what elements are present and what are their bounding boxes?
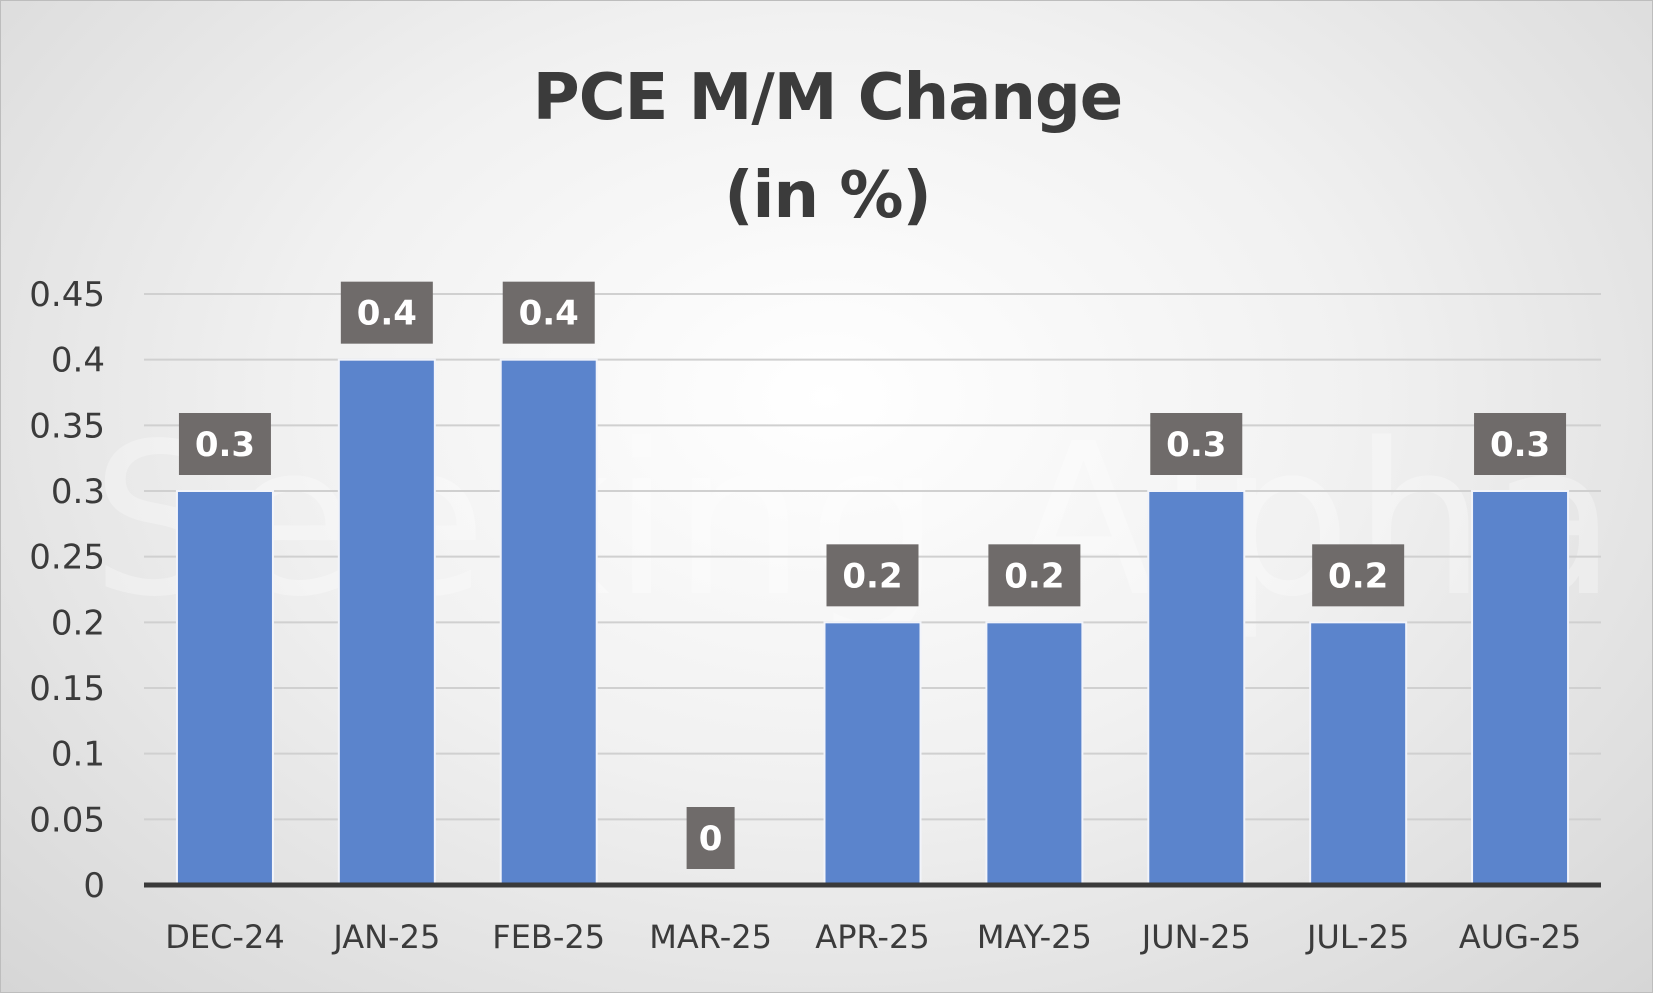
y-tick-label: 0.45 <box>29 275 105 315</box>
y-tick-label: 0.3 <box>51 472 105 512</box>
data-label-box <box>686 807 735 869</box>
x-tick-label: MAY-25 <box>977 918 1092 956</box>
chart-title-line-2: (in %) <box>724 159 931 233</box>
data-label: 0.3 <box>1166 425 1226 465</box>
data-label-box <box>340 281 433 344</box>
y-tick-label: 0.4 <box>51 341 105 381</box>
chart-title-line-1: PCE M/M Change <box>532 61 1123 135</box>
y-tick-label: 0.15 <box>29 669 105 709</box>
y-tick-label: 0.25 <box>29 538 105 578</box>
x-tick-label: JAN-25 <box>331 918 440 956</box>
bar <box>499 358 598 886</box>
data-label-box <box>178 413 271 475</box>
x-tick-label: MAR-25 <box>649 918 772 956</box>
x-tick-label: JUN-25 <box>1140 918 1251 956</box>
x-tick-label: DEC-24 <box>165 918 284 956</box>
data-label-box <box>1474 413 1567 475</box>
bar <box>1309 621 1408 886</box>
data-label: 0.3 <box>195 425 255 465</box>
bar <box>1147 490 1246 886</box>
y-tick-label: 0.35 <box>29 406 105 446</box>
data-label-box <box>1150 413 1243 475</box>
bar <box>337 358 436 886</box>
data-label: 0 <box>699 819 723 859</box>
y-tick-label: 0 <box>83 866 105 906</box>
bar <box>985 621 1084 886</box>
data-label: 0.4 <box>357 294 417 334</box>
x-tick-label: AUG-25 <box>1459 918 1581 956</box>
data-label-box <box>502 281 595 344</box>
x-tick-label: JUL-25 <box>1305 918 1409 956</box>
data-label-box <box>1312 544 1405 607</box>
data-label: 0.2 <box>1328 556 1388 596</box>
data-label: 0.3 <box>1490 425 1550 465</box>
bar <box>175 490 274 886</box>
y-tick-label: 0.2 <box>51 603 105 643</box>
bar <box>823 621 922 886</box>
chart-title: PCE M/M Change (in %) <box>1 49 1652 245</box>
data-label: 0.2 <box>1004 556 1064 596</box>
y-tick-label: 0.05 <box>29 800 105 840</box>
x-tick-label: FEB-25 <box>492 918 605 956</box>
x-tick-label: APR-25 <box>815 918 929 956</box>
data-label: 0.2 <box>842 556 902 596</box>
bar <box>1471 490 1570 886</box>
y-tick-label: 0.1 <box>51 735 105 775</box>
data-label-box <box>826 544 919 607</box>
data-label-box <box>988 544 1081 607</box>
data-label: 0.4 <box>519 294 579 334</box>
